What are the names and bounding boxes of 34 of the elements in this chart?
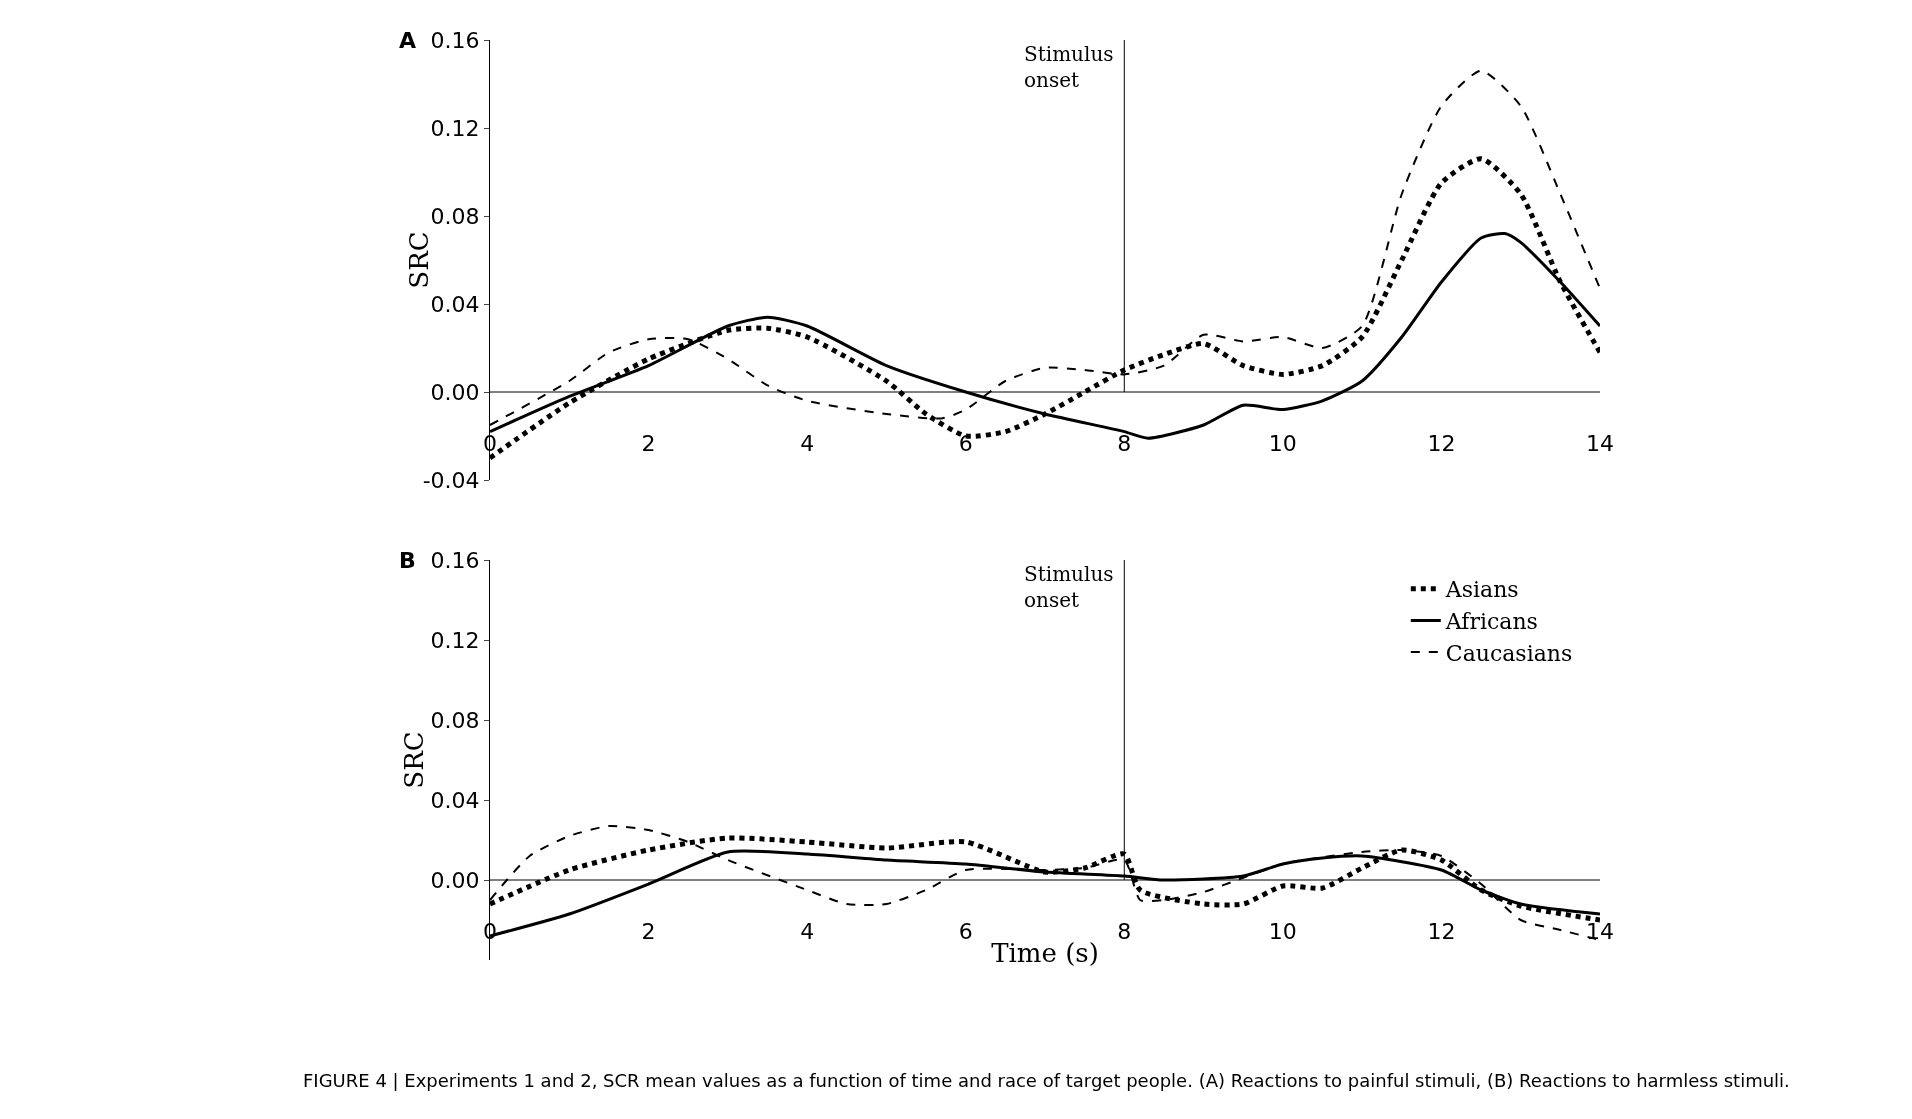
y-tick-label: 0.04 [430,787,480,813]
legend-label: Caucasians [1445,640,1573,666]
x-tick-label: 12 [1427,919,1456,944]
chart-title: A [399,28,417,53]
y-tick-label: 0.00 [430,379,480,405]
x-tick-label: 6 [958,919,973,944]
y-tick-label: 0.12 [430,115,480,141]
x-axis-title: Time (s) [991,937,1099,968]
x-tick-label: 10 [1268,919,1297,944]
y-tick-label: 0.08 [430,707,480,733]
x-tick-label: 4 [800,431,815,456]
x-tick-label: 8 [1117,431,1132,456]
x-tick-label: 8 [1117,919,1132,944]
x-tick-label: 2 [641,919,656,944]
x-tick-label: 12 [1427,431,1456,456]
x-tick-label: 4 [800,919,815,944]
y-tick-label: 0.12 [430,627,480,653]
y-tick-label: 0.16 [430,547,480,573]
y-tick-label: -0.04 [422,467,480,493]
caption: FIGURE 4 | Experiments 1 and 2, SCR mean values as a function of time and race of target people. (A) Reactions to painful stimuli, (B) Reactions to harmless stimuli. [303,1070,1790,1091]
ref-line-label: Stimulus onset [1024,562,1114,612]
y-tick-label: 0.16 [430,27,480,53]
y-axis-title: SRC [404,231,434,289]
x-tick-label: 2 [641,431,656,456]
ref-line-label: Stimulus onset [1024,42,1114,92]
x-tick-label: 10 [1268,431,1297,456]
y-tick-label: 0.04 [430,291,480,317]
y-tick-label: 0.00 [430,867,480,893]
y-axis-title: SRC [398,731,429,789]
legend-label: Asians [1444,577,1519,603]
x-tick-label: 14 [1586,431,1614,456]
legend-label: Africans [1444,608,1538,634]
chart-title: B [399,548,416,573]
y-tick-label: 0.08 [430,203,480,229]
